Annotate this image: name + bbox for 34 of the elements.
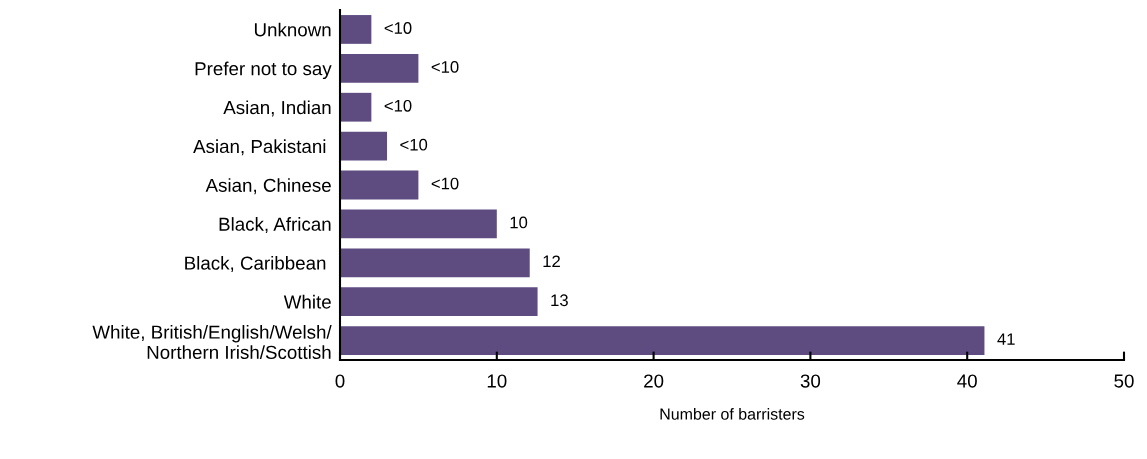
y-tick-label: Black, Caribbean [185,255,326,272]
x-axis-title: Number of barristers [660,408,805,420]
bar [340,248,530,278]
data-label: 41 [997,333,1015,345]
bar [340,131,388,161]
x-tick-label: 0 [335,374,345,388]
x-tick-label: 20 [644,374,664,388]
y-tick-label: White [283,294,331,309]
data-label: <10 [400,138,428,151]
y-tick-label: Black, African [219,217,331,234]
bar [340,53,419,83]
data-label: <10 [431,61,459,73]
bar [340,287,538,317]
data-label: 10 [510,216,528,229]
x-tick-label: 10 [487,374,507,388]
x-tick-label: 30 [800,374,821,388]
bar [340,170,419,200]
y-tick-label: White, British/English/Welsh/ Northern Irish/Scottish [92,325,332,359]
data-label: 12 [543,255,560,268]
x-tick-label: 50 [1114,374,1134,388]
bar [340,15,372,44]
data-label: <10 [384,22,412,34]
y-tick-label: Asian, Indian [223,100,331,117]
y-tick-label: Asian, Chinese [205,178,331,195]
x-tick-label: 40 [957,374,977,388]
y-tick-label: Unknown [254,22,331,37]
data-label: <10 [384,99,412,112]
bar [340,326,985,355]
bar [340,92,372,122]
y-tick-label: Asian, Pakistani [193,139,326,156]
data-label: 13 [551,294,568,307]
y-tick-label: Prefer not to say [195,61,332,80]
bar [340,209,497,239]
data-label: <10 [431,177,459,190]
